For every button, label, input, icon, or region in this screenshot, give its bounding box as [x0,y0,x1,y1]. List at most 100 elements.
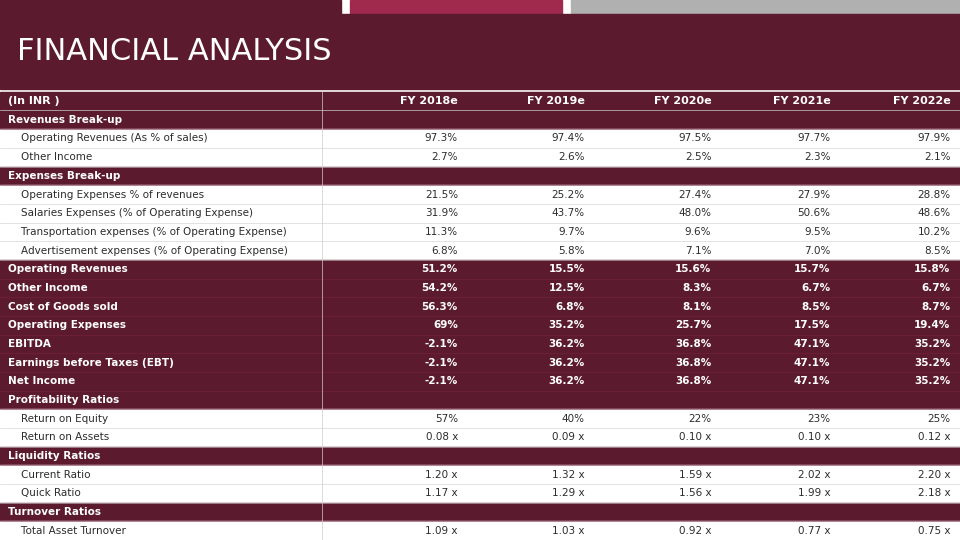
Text: 35.2%: 35.2% [914,357,950,368]
Text: 21.5%: 21.5% [424,190,458,199]
FancyBboxPatch shape [0,279,960,297]
Text: EBITDA: EBITDA [8,339,51,349]
Text: 48.6%: 48.6% [917,208,950,218]
Text: 0.10 x: 0.10 x [679,433,711,442]
Text: Other Income: Other Income [8,283,87,293]
Text: Operating Expenses: Operating Expenses [8,320,126,330]
Text: 36.8%: 36.8% [675,357,711,368]
Text: Turnover Ratios: Turnover Ratios [8,507,101,517]
Text: Return on Equity: Return on Equity [8,414,108,423]
Text: 97.5%: 97.5% [678,133,711,144]
FancyBboxPatch shape [0,148,960,166]
FancyBboxPatch shape [0,372,960,390]
FancyBboxPatch shape [0,335,960,353]
Text: 2.3%: 2.3% [804,152,830,162]
Text: Return on Assets: Return on Assets [8,433,108,442]
Text: 36.2%: 36.2% [548,357,585,368]
Text: 6.8%: 6.8% [556,301,585,312]
Text: 35.2%: 35.2% [914,376,950,386]
Text: 7.1%: 7.1% [684,246,711,255]
Text: 36.2%: 36.2% [548,376,585,386]
Text: 22%: 22% [688,414,711,423]
Text: 43.7%: 43.7% [551,208,585,218]
Text: 1.56 x: 1.56 x [679,488,711,498]
Text: FY 2020e: FY 2020e [654,96,711,106]
FancyBboxPatch shape [0,92,960,111]
Text: 0.77 x: 0.77 x [798,525,830,536]
Text: 5.8%: 5.8% [558,246,585,255]
Text: 17.5%: 17.5% [794,320,830,330]
Text: 10.2%: 10.2% [918,227,950,237]
Text: 15.6%: 15.6% [675,264,711,274]
Text: 1.09 x: 1.09 x [425,525,458,536]
Text: Net Income: Net Income [8,376,75,386]
Text: 1.20 x: 1.20 x [425,470,458,480]
FancyBboxPatch shape [0,185,960,204]
Text: Quick Ratio: Quick Ratio [8,488,81,498]
Text: 36.8%: 36.8% [675,339,711,349]
Text: 36.8%: 36.8% [675,376,711,386]
Text: 8.5%: 8.5% [924,246,950,255]
FancyBboxPatch shape [0,465,960,484]
Text: 25%: 25% [927,414,950,423]
FancyBboxPatch shape [0,297,960,316]
Text: 69%: 69% [433,320,458,330]
Text: 36.2%: 36.2% [548,339,585,349]
FancyBboxPatch shape [0,129,960,148]
Text: 2.18 x: 2.18 x [918,488,950,498]
Text: 47.1%: 47.1% [794,357,830,368]
Text: 97.3%: 97.3% [424,133,458,144]
Text: 2.20 x: 2.20 x [918,470,950,480]
FancyBboxPatch shape [0,428,960,447]
Text: 1.59 x: 1.59 x [679,470,711,480]
Text: 6.7%: 6.7% [802,283,830,293]
Text: (In INR ): (In INR ) [8,96,60,106]
Text: 9.7%: 9.7% [558,227,585,237]
Text: -2.1%: -2.1% [424,357,458,368]
Text: 25.2%: 25.2% [551,190,585,199]
Text: 0.92 x: 0.92 x [679,525,711,536]
Text: 1.99 x: 1.99 x [798,488,830,498]
Text: 1.29 x: 1.29 x [552,488,585,498]
FancyBboxPatch shape [0,447,960,465]
Text: 97.4%: 97.4% [551,133,585,144]
FancyBboxPatch shape [0,390,960,409]
Text: 25.7%: 25.7% [675,320,711,330]
Text: 15.8%: 15.8% [914,264,950,274]
Text: Revenues Break-up: Revenues Break-up [8,115,122,125]
Text: 2.6%: 2.6% [558,152,585,162]
Text: 48.0%: 48.0% [679,208,711,218]
Text: 57%: 57% [435,414,458,423]
Text: FINANCIAL ANALYSIS: FINANCIAL ANALYSIS [17,37,332,66]
Text: Operating Revenues: Operating Revenues [8,264,128,274]
Text: 2.02 x: 2.02 x [798,470,830,480]
Text: 0.75 x: 0.75 x [918,525,950,536]
Text: 35.2%: 35.2% [914,339,950,349]
FancyBboxPatch shape [0,503,960,521]
Text: 51.2%: 51.2% [421,264,458,274]
Text: 31.9%: 31.9% [424,208,458,218]
FancyBboxPatch shape [0,316,960,335]
Text: 2.1%: 2.1% [924,152,950,162]
Text: 1.32 x: 1.32 x [552,470,585,480]
Text: 1.03 x: 1.03 x [552,525,585,536]
Text: Expenses Break-up: Expenses Break-up [8,171,120,181]
Text: 2.7%: 2.7% [431,152,458,162]
Text: Advertisement expenses (% of Operating Expense): Advertisement expenses (% of Operating E… [8,246,288,255]
Text: 8.5%: 8.5% [802,301,830,312]
Text: 97.9%: 97.9% [917,133,950,144]
Text: Operating Expenses % of revenues: Operating Expenses % of revenues [8,190,204,199]
Text: 8.3%: 8.3% [683,283,711,293]
FancyBboxPatch shape [0,204,960,222]
FancyBboxPatch shape [0,409,960,428]
Text: 9.5%: 9.5% [804,227,830,237]
Text: Cost of Goods sold: Cost of Goods sold [8,301,117,312]
Text: 27.9%: 27.9% [797,190,830,199]
Text: 56.3%: 56.3% [421,301,458,312]
Text: 47.1%: 47.1% [794,339,830,349]
FancyBboxPatch shape [0,521,960,540]
Text: 0.08 x: 0.08 x [425,433,458,442]
Text: 15.7%: 15.7% [794,264,830,274]
Text: Other Income: Other Income [8,152,92,162]
Text: FY 2022e: FY 2022e [893,96,950,106]
